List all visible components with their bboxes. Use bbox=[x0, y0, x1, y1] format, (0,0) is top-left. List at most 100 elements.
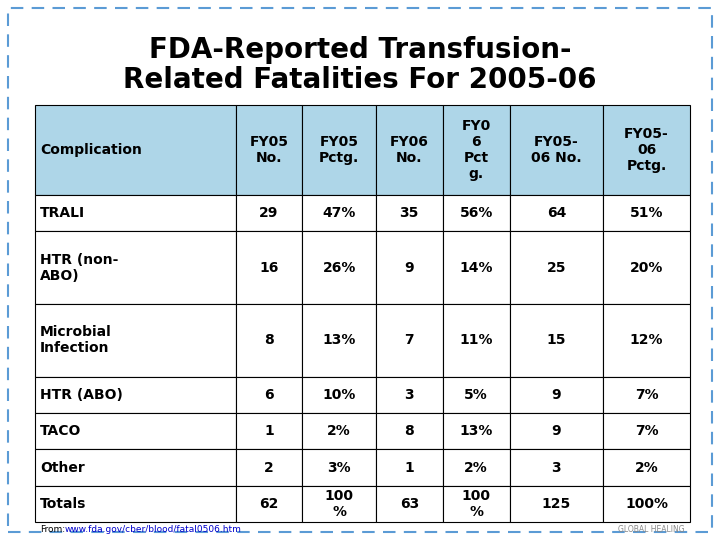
Bar bbox=[35, 105, 235, 195]
Text: 63: 63 bbox=[400, 497, 419, 511]
Text: 12%: 12% bbox=[630, 333, 663, 347]
Text: 7%: 7% bbox=[635, 388, 658, 402]
Text: GLOBAL HEALING: GLOBAL HEALING bbox=[618, 525, 685, 534]
Bar bbox=[510, 485, 603, 522]
Text: 1: 1 bbox=[405, 461, 414, 475]
Bar bbox=[443, 449, 510, 485]
Bar bbox=[603, 449, 690, 485]
Text: 2%: 2% bbox=[327, 424, 351, 438]
Text: FY0
6
Pct
g.: FY0 6 Pct g. bbox=[462, 119, 491, 181]
Text: 125: 125 bbox=[541, 497, 571, 511]
Text: 2: 2 bbox=[264, 461, 274, 475]
Text: 26%: 26% bbox=[323, 261, 356, 275]
Text: 20%: 20% bbox=[630, 261, 663, 275]
Text: FDA-Reported Transfusion-: FDA-Reported Transfusion- bbox=[149, 36, 571, 64]
Text: FY05
Pctg.: FY05 Pctg. bbox=[319, 135, 359, 165]
Bar bbox=[510, 304, 603, 377]
Text: 16: 16 bbox=[259, 261, 279, 275]
Bar bbox=[376, 449, 443, 485]
Text: 6: 6 bbox=[264, 388, 274, 402]
Bar bbox=[235, 304, 302, 377]
Text: FY05-
06 No.: FY05- 06 No. bbox=[531, 135, 582, 165]
Bar bbox=[302, 231, 376, 304]
Text: 13%: 13% bbox=[459, 424, 492, 438]
Text: 100
%: 100 % bbox=[462, 489, 490, 519]
Bar bbox=[35, 449, 235, 485]
Bar bbox=[443, 195, 510, 231]
Text: Other: Other bbox=[40, 461, 85, 475]
Text: 29: 29 bbox=[259, 206, 279, 220]
Text: 9: 9 bbox=[405, 261, 414, 275]
Bar bbox=[603, 485, 690, 522]
Text: FY05
No.: FY05 No. bbox=[249, 135, 289, 165]
Text: 1: 1 bbox=[264, 424, 274, 438]
Bar bbox=[302, 195, 376, 231]
Bar bbox=[603, 195, 690, 231]
Bar bbox=[443, 413, 510, 449]
Text: 100
%: 100 % bbox=[325, 489, 354, 519]
Bar bbox=[603, 413, 690, 449]
Bar bbox=[35, 231, 235, 304]
Text: FY06
No.: FY06 No. bbox=[390, 135, 428, 165]
Bar bbox=[376, 304, 443, 377]
Text: 47%: 47% bbox=[323, 206, 356, 220]
Text: Related Fatalities For 2005-06: Related Fatalities For 2005-06 bbox=[123, 66, 597, 94]
Text: 100%: 100% bbox=[625, 497, 668, 511]
Bar bbox=[302, 304, 376, 377]
Bar bbox=[235, 413, 302, 449]
Bar bbox=[235, 377, 302, 413]
Text: 14%: 14% bbox=[459, 261, 493, 275]
Bar bbox=[302, 105, 376, 195]
Bar bbox=[510, 413, 603, 449]
Bar bbox=[235, 449, 302, 485]
Bar bbox=[443, 377, 510, 413]
Text: 8: 8 bbox=[264, 333, 274, 347]
Bar bbox=[510, 231, 603, 304]
Text: HTR (ABO): HTR (ABO) bbox=[40, 388, 123, 402]
Bar bbox=[510, 105, 603, 195]
Text: 25: 25 bbox=[546, 261, 566, 275]
Text: 51%: 51% bbox=[630, 206, 663, 220]
Text: 35: 35 bbox=[400, 206, 419, 220]
Text: 15: 15 bbox=[546, 333, 566, 347]
Bar bbox=[510, 195, 603, 231]
Text: Totals: Totals bbox=[40, 497, 86, 511]
Text: 3: 3 bbox=[552, 461, 561, 475]
Bar bbox=[443, 105, 510, 195]
Bar bbox=[235, 105, 302, 195]
Bar bbox=[235, 485, 302, 522]
Text: 2%: 2% bbox=[464, 461, 488, 475]
Bar bbox=[443, 231, 510, 304]
Bar bbox=[376, 485, 443, 522]
Text: www.fda.gov/cber/blood/fatal0506.htm: www.fda.gov/cber/blood/fatal0506.htm bbox=[65, 525, 242, 534]
Bar bbox=[603, 304, 690, 377]
Text: 3: 3 bbox=[405, 388, 414, 402]
Text: 9: 9 bbox=[552, 424, 561, 438]
Text: 7: 7 bbox=[405, 333, 414, 347]
Bar bbox=[443, 485, 510, 522]
Bar bbox=[376, 377, 443, 413]
Text: FY05-
06
Pctg.: FY05- 06 Pctg. bbox=[624, 127, 669, 173]
Bar bbox=[302, 485, 376, 522]
Text: 13%: 13% bbox=[323, 333, 356, 347]
Bar bbox=[443, 304, 510, 377]
Bar bbox=[302, 413, 376, 449]
Text: 56%: 56% bbox=[459, 206, 492, 220]
Bar bbox=[35, 377, 235, 413]
Bar bbox=[235, 195, 302, 231]
Bar bbox=[35, 304, 235, 377]
Bar bbox=[376, 231, 443, 304]
Text: From:: From: bbox=[40, 525, 65, 534]
Bar bbox=[302, 449, 376, 485]
Text: 11%: 11% bbox=[459, 333, 493, 347]
Text: Microbial
Infection: Microbial Infection bbox=[40, 325, 112, 355]
Text: 7%: 7% bbox=[635, 424, 658, 438]
Bar bbox=[603, 377, 690, 413]
Text: 64: 64 bbox=[546, 206, 566, 220]
Bar bbox=[235, 231, 302, 304]
Bar bbox=[35, 485, 235, 522]
Text: 5%: 5% bbox=[464, 388, 488, 402]
Bar bbox=[603, 105, 690, 195]
Bar bbox=[376, 413, 443, 449]
Bar bbox=[376, 105, 443, 195]
